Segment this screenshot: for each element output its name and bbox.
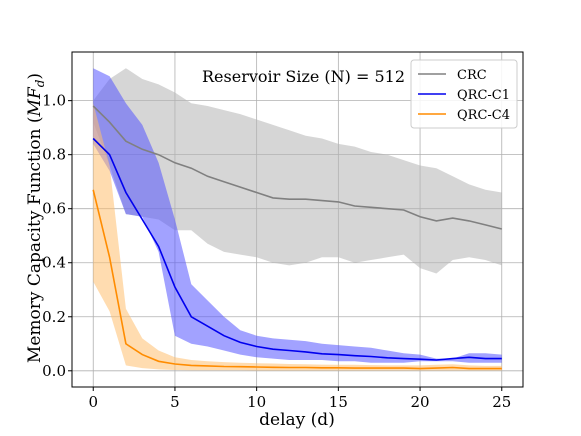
x-axis-ticks: 0 5 10 15 20 25 — [88, 387, 511, 411]
x-tick-label: 20 — [411, 393, 430, 411]
reservoir-size-annotation: Reservoir Size (N) = 512 — [202, 67, 405, 86]
y-tick-label: 1.0 — [42, 92, 66, 110]
legend-label-crc: CRC — [457, 68, 487, 83]
legend-label-qrc-c1: QRC-C1 — [457, 88, 510, 103]
qrc-c4-band — [93, 103, 502, 371]
y-axis-label: Memory Capacity Function (MFd) — [25, 73, 47, 363]
series-lines — [92, 105, 502, 370]
x-tick-label: 25 — [492, 393, 511, 411]
y-axis-ticks: 0.0 0.2 0.4 0.6 0.8 1.0 — [42, 92, 72, 380]
x-tick-label: 0 — [88, 393, 98, 411]
y-tick-label: 0.0 — [42, 362, 66, 380]
x-tick-label: 10 — [247, 393, 266, 411]
crc-band — [93, 68, 502, 274]
y-tick-label: 0.4 — [42, 254, 66, 272]
plot-frame — [71, 51, 524, 388]
y-tick-label: 0.2 — [42, 308, 66, 326]
confidence-bands — [93, 68, 502, 371]
x-tick-label: 5 — [170, 393, 180, 411]
qrc-c1-line — [92, 137, 502, 361]
legend-box — [410, 59, 518, 129]
crc-line — [92, 105, 502, 230]
qrc-c4-line — [92, 189, 502, 370]
x-tick-label: 15 — [329, 393, 348, 411]
legend: CRC QRC-C1 QRC-C4 — [410, 59, 518, 129]
y-tick-label: 0.6 — [42, 200, 66, 218]
x-axis-label: delay (d) — [259, 410, 335, 430]
y-tick-label: 0.8 — [42, 146, 66, 164]
qrc-c1-band — [93, 68, 502, 363]
legend-label-qrc-c4: QRC-C4 — [457, 108, 510, 123]
